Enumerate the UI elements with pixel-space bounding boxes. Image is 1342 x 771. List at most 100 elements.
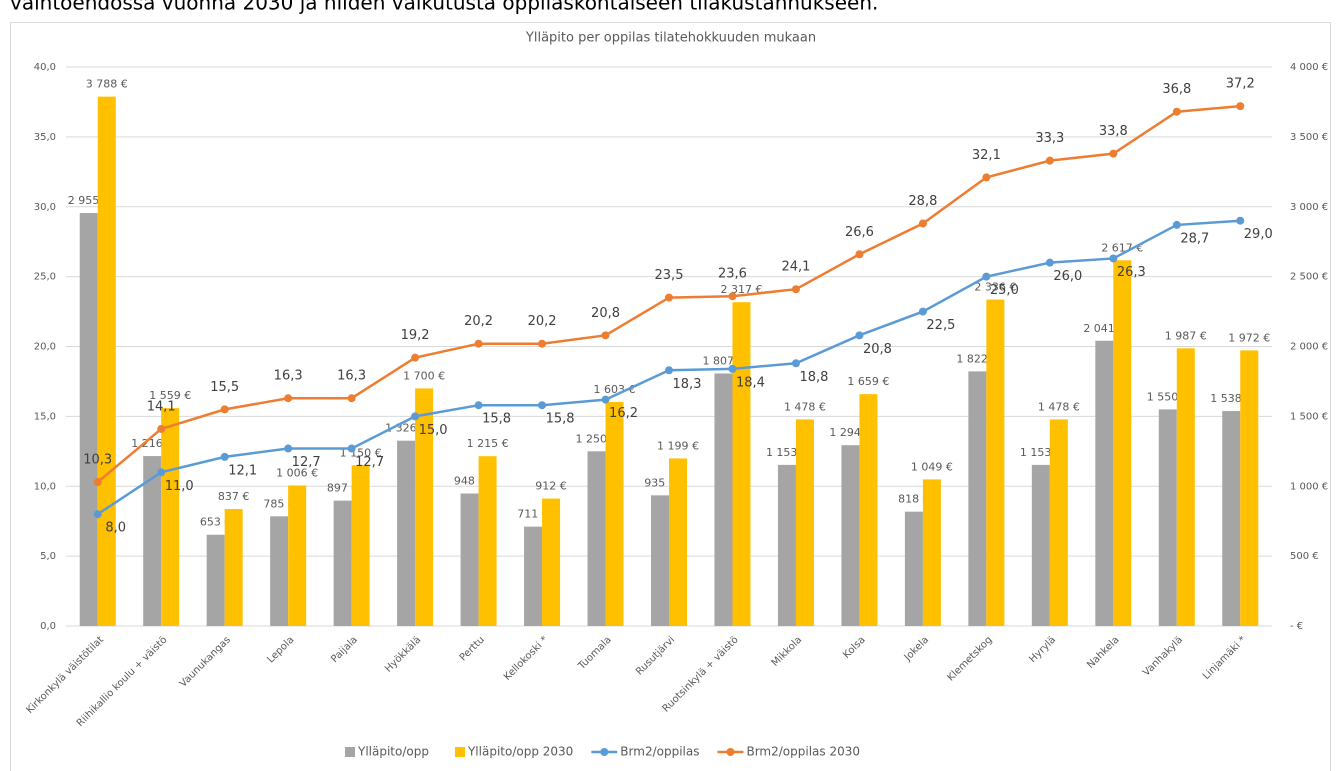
y-tick-label: 0,0 (40, 621, 56, 632)
line-point (1236, 102, 1245, 111)
bar-label: 2 336 € (974, 281, 1016, 294)
line-point (665, 366, 673, 375)
y-tick-label: 10,0 (34, 481, 56, 492)
bar (97, 96, 116, 626)
line-point (474, 401, 483, 410)
line-label: 24,1 (781, 260, 810, 275)
line-point (665, 293, 673, 302)
bar-label: 1 049 € (911, 460, 953, 473)
legend-item: Brm2/oppilas 2030 (717, 745, 860, 759)
legend-swatch (345, 747, 355, 757)
y2-tick-label: 1 500 € (1290, 411, 1328, 422)
line-point (93, 510, 102, 519)
y-tick-label: 20,0 (34, 342, 56, 353)
line-point (918, 219, 927, 228)
line-label: 20,2 (464, 314, 493, 329)
line-point (1045, 156, 1054, 165)
line-label: 28,8 (908, 194, 937, 209)
line-label: 15,8 (482, 412, 511, 427)
y-tick-label: 5,0 (40, 551, 56, 562)
line-point (157, 468, 166, 477)
bar (542, 498, 561, 626)
legend-label: Brm2/oppilas 2030 (746, 745, 860, 759)
y2-tick-label: 3 000 € (1290, 202, 1328, 213)
line-point (982, 272, 991, 281)
bar (651, 495, 669, 626)
legend-swatch (726, 748, 735, 756)
line-point (1172, 220, 1181, 229)
bar-label: 912 € (535, 480, 567, 493)
line-label: 12,7 (292, 455, 321, 470)
bar-label: 1 215 € (467, 437, 509, 450)
line-point (601, 395, 610, 404)
line-point (411, 412, 420, 421)
bar (415, 388, 434, 626)
bar-label: 897 € (327, 482, 359, 495)
y2-tick-label: 500 € (1290, 551, 1319, 562)
bar-label: 1 603 € (594, 383, 636, 396)
bar (161, 408, 180, 626)
bar (605, 401, 624, 626)
line-label: 28,7 (1180, 231, 1209, 246)
y-tick-label: 35,0 (34, 132, 56, 143)
bar (397, 440, 416, 626)
line-label: 29,0 (1244, 227, 1273, 242)
line-point (601, 331, 610, 340)
y-tick-label: 25,0 (34, 272, 56, 283)
bar-label: 1 659 € (847, 375, 889, 388)
legend-swatch (454, 747, 465, 757)
line-label: 19,2 (401, 328, 430, 343)
line-point (791, 359, 800, 368)
bar (587, 451, 606, 626)
line-label: 20,8 (863, 342, 892, 357)
line-label: 33,3 (1035, 131, 1064, 146)
bar (1158, 409, 1177, 626)
legend-label: Brm2/oppilas (620, 745, 699, 759)
line-label: 26,6 (845, 225, 874, 240)
bar (841, 445, 860, 626)
line-point (855, 331, 864, 340)
y2-tick-label: 2 500 € (1290, 272, 1328, 283)
bar-label: 1 700 € (403, 369, 445, 382)
line-label: 18,8 (799, 370, 828, 385)
y-tick-label: 30,0 (34, 202, 56, 213)
line-label: 20,8 (591, 306, 620, 321)
bar (224, 509, 243, 626)
line-label: 11,0 (165, 479, 194, 494)
line-point (220, 405, 229, 414)
bar (524, 526, 543, 626)
bar (732, 302, 751, 626)
line-label: 16,2 (609, 406, 638, 421)
line-point (347, 394, 356, 403)
chart-title: Ylläpito per oppilas tilatehokkuuden muk… (525, 31, 816, 46)
line-point (1236, 216, 1245, 225)
line-label: 25,0 (990, 283, 1019, 298)
line-point (220, 452, 229, 461)
legend-item: Brm2/oppilas (591, 745, 699, 759)
bar (986, 299, 1005, 626)
bar (270, 516, 289, 626)
bar-label: 3 788 € (86, 78, 128, 91)
bar (904, 511, 923, 626)
bar (288, 485, 307, 626)
line-point (93, 478, 102, 487)
line-point (728, 292, 737, 301)
line-point (1109, 149, 1118, 158)
y-tick-label: 15,0 (34, 411, 56, 422)
bar-label: 818 € (898, 493, 930, 506)
line-label: 20,2 (528, 314, 557, 329)
bar (714, 373, 733, 626)
line-label: 36,8 (1162, 82, 1191, 97)
bar-label: 785 € (263, 497, 295, 510)
y2-tick-label: 1 000 € (1290, 481, 1328, 492)
bar (859, 394, 878, 626)
line-label: 18,3 (673, 377, 702, 392)
bar (206, 534, 225, 626)
line-label: 12,7 (355, 455, 384, 470)
line-point (728, 364, 737, 373)
bar-label: 1 559 € (149, 389, 191, 402)
bar-label: 653 € (200, 516, 232, 529)
line-label: 10,3 (83, 453, 112, 468)
bar (1031, 464, 1050, 626)
